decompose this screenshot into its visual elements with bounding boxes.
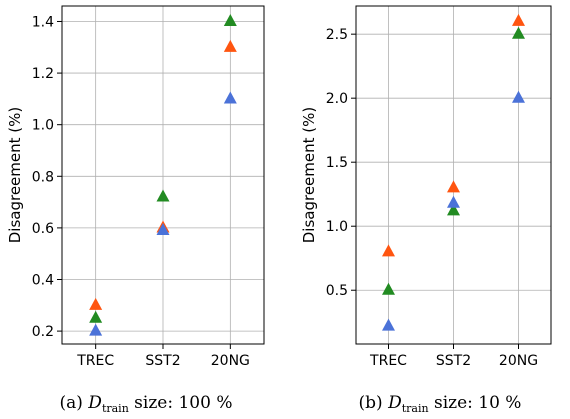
panel-2-marker-s1-trec — [382, 282, 395, 295]
panel-2-ylabel: Disagreement (%) — [300, 107, 318, 244]
panel-1-marker-s0-20ng — [223, 39, 237, 52]
panel-1-caption: (a) Dtrain size: 100 % — [59, 393, 232, 415]
panel-1-marker-s2-trec — [89, 323, 103, 336]
panel-2-marker-s1-sst2 — [447, 203, 460, 216]
panel-1-marker-s1-trec — [89, 310, 103, 323]
panel-1-marker-s2-sst2 — [156, 223, 170, 236]
panel-2-marker-s0-sst2 — [447, 180, 460, 193]
panel-2-marker-s2-20ng — [512, 90, 525, 103]
panel-1-xtick-label: SST2 — [145, 353, 180, 369]
panel-1-ytick-label: 1.0 — [32, 118, 54, 134]
panel-1-ytick-label: 1.2 — [32, 66, 54, 82]
panel-2: 0.5 1.0 1.5 2.0 2.5 TREC SST2 20NG Disagreement … — [300, 5, 552, 415]
panel-2-caption: (b) Dtrain size: 10 % — [359, 393, 522, 415]
panel-1: 0.2 0.4 0.6 0.8 1.0 1.2 1.4 TREC SST2 20NG Disagre… — [6, 5, 265, 415]
panel-2-marker-s2-trec — [382, 318, 395, 331]
panel-2-xtick-label: SST2 — [436, 353, 471, 369]
panel-2-ytick-label: 0.5 — [326, 283, 348, 299]
panel-1-ytick-label: 0.8 — [32, 169, 54, 185]
panel-2-xtick-label: TREC — [369, 353, 407, 369]
panel-2-marker-s2-sst2 — [447, 195, 460, 208]
panel-2-marker-s1-20ng — [512, 26, 525, 39]
panel-1-ytick-label: 1.4 — [32, 14, 54, 30]
panel-2-ytick-label: 2.5 — [326, 27, 348, 43]
panel-1-ytick-label: 0.4 — [32, 272, 54, 288]
panel-2-ytick-label: 1.0 — [326, 219, 348, 235]
panel-1-marker-s1-sst2 — [156, 189, 170, 202]
panel-1-ytick-label: 0.6 — [32, 221, 54, 237]
panel-1-marker-s1-20ng — [223, 14, 237, 27]
panel-2-xtick-label: 20NG — [499, 353, 538, 369]
panel-2-ytick-label: 1.5 — [326, 155, 348, 171]
panel-1-xtick-label: 20NG — [211, 353, 250, 369]
panel-1-xtick-label: TREC — [76, 353, 114, 369]
panel-1-marker-s0-trec — [89, 297, 103, 310]
panel-2-marker-s0-trec — [382, 244, 395, 257]
panel-2-marker-s0-20ng — [512, 13, 525, 26]
panel-1-axes-frame — [61, 5, 265, 345]
panel-1-ytick-label: 0.2 — [32, 324, 54, 340]
panel-2-axes-frame — [355, 5, 552, 345]
panel-1-marker-s2-20ng — [223, 91, 237, 104]
panel-2-ytick-label: 2.0 — [326, 91, 348, 107]
panel-1-ylabel: Disagreement (%) — [6, 107, 24, 244]
